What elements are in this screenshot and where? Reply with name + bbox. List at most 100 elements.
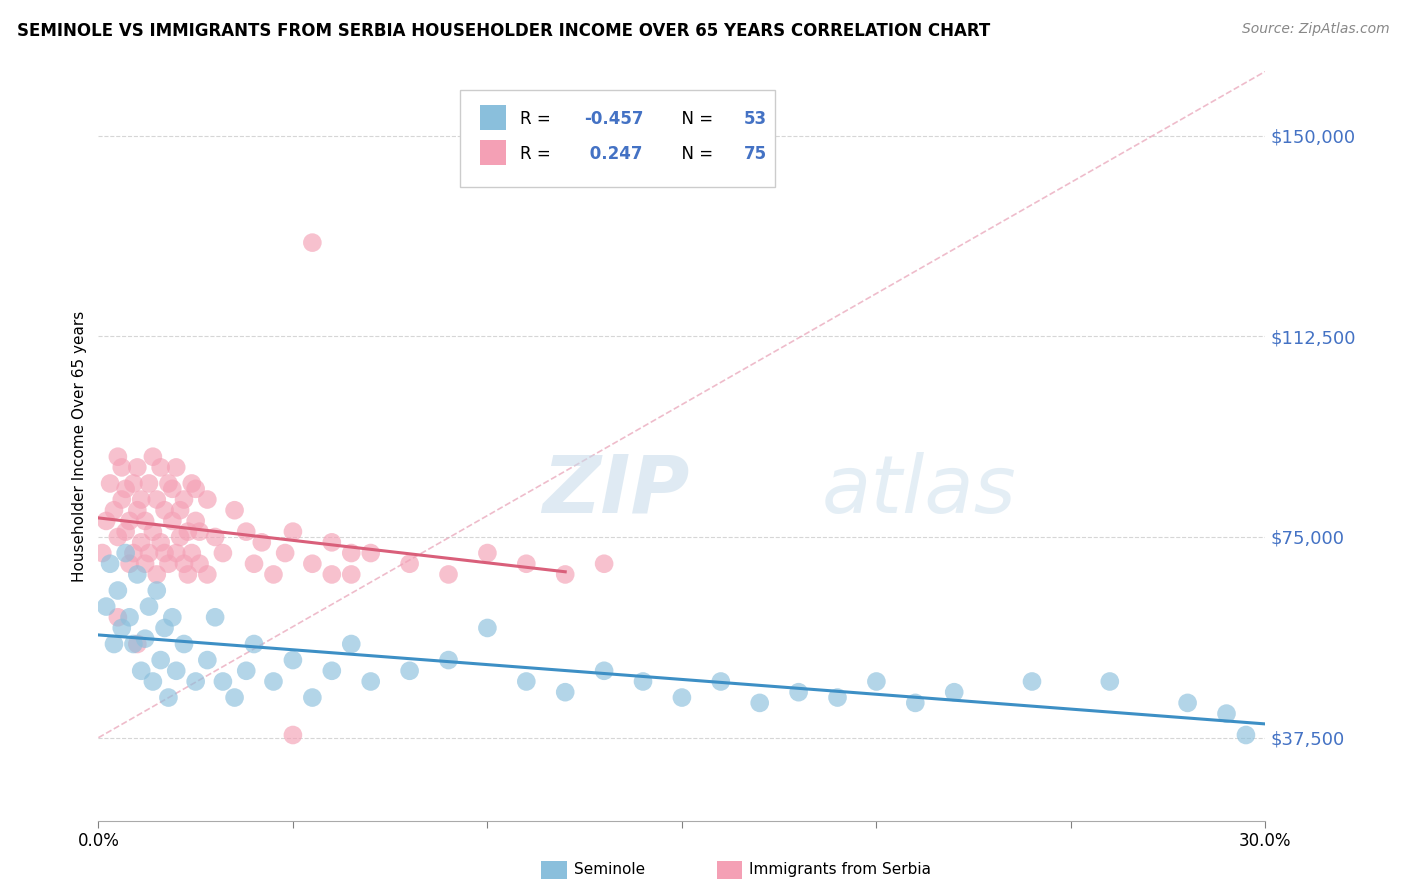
Point [153,503,176,517]
Point [142,524,165,539]
Point [1021,674,1043,689]
Point [515,557,537,571]
Point [243,637,266,651]
Point [157,476,180,491]
FancyBboxPatch shape [479,140,506,165]
Point [134,632,156,646]
Point [827,690,849,705]
Point [477,546,499,560]
Point [91,546,114,560]
Point [340,546,363,560]
Point [107,450,129,464]
Point [301,690,323,705]
Point [477,621,499,635]
Text: Immigrants from Serbia: Immigrants from Serbia [749,863,931,877]
Point [398,557,420,571]
Point [138,599,160,614]
Point [103,503,125,517]
Point [554,685,576,699]
Point [184,674,207,689]
Point [631,674,654,689]
Point [111,492,134,507]
Point [235,524,257,539]
Point [118,610,141,624]
FancyBboxPatch shape [460,90,775,187]
Point [118,514,141,528]
Text: 0.247: 0.247 [583,145,643,162]
Text: N =: N = [672,110,718,128]
Point [1234,728,1257,742]
Point [157,557,180,571]
Point [149,535,172,549]
Point [748,696,770,710]
Text: atlas: atlas [823,452,1017,530]
Point [127,637,149,651]
Point [360,674,382,689]
Point [177,524,200,539]
Point [321,535,343,549]
Point [188,524,211,539]
Text: SEMINOLE VS IMMIGRANTS FROM SERBIA HOUSEHOLDER INCOME OVER 65 YEARS CORRELATION : SEMINOLE VS IMMIGRANTS FROM SERBIA HOUSE… [17,22,990,40]
Point [180,476,202,491]
Point [710,674,733,689]
Point [250,535,273,549]
Point [173,557,195,571]
Point [129,535,152,549]
Point [111,621,134,635]
Point [98,557,121,571]
Text: -0.457: -0.457 [583,110,644,128]
Point [96,514,118,528]
Point [169,530,191,544]
Point [129,664,152,678]
Point [262,674,284,689]
Point [138,476,160,491]
Point [173,492,195,507]
Point [96,599,118,614]
Point [184,514,207,528]
Text: Seminole: Seminole [574,863,645,877]
Point [243,557,266,571]
Point [262,567,284,582]
Point [671,690,693,705]
Point [360,546,382,560]
Point [146,567,169,582]
Point [943,685,966,699]
Point [321,567,343,582]
Point [437,567,460,582]
Point [169,503,191,517]
Point [1215,706,1237,721]
Point [554,567,576,582]
Point [398,664,420,678]
Point [195,492,218,507]
Point [98,476,121,491]
Point [340,637,363,651]
Point [593,664,616,678]
Point [153,621,176,635]
Point [157,690,180,705]
Point [127,503,149,517]
Point [149,653,172,667]
Point [281,653,304,667]
Point [281,524,304,539]
Point [129,492,152,507]
Point [281,728,304,742]
Point [177,567,200,582]
Point [1098,674,1121,689]
Point [127,567,149,582]
Text: Source: ZipAtlas.com: Source: ZipAtlas.com [1241,22,1389,37]
Point [904,696,927,710]
Point [162,610,184,624]
Point [107,530,129,544]
Point [515,674,537,689]
Point [165,460,187,475]
Point [103,637,125,651]
Point [165,664,187,678]
Point [593,557,616,571]
Point [224,690,246,705]
Point [224,503,246,517]
Point [162,514,184,528]
Point [114,482,136,496]
Point [134,557,156,571]
Point [114,546,136,560]
Point [204,610,226,624]
